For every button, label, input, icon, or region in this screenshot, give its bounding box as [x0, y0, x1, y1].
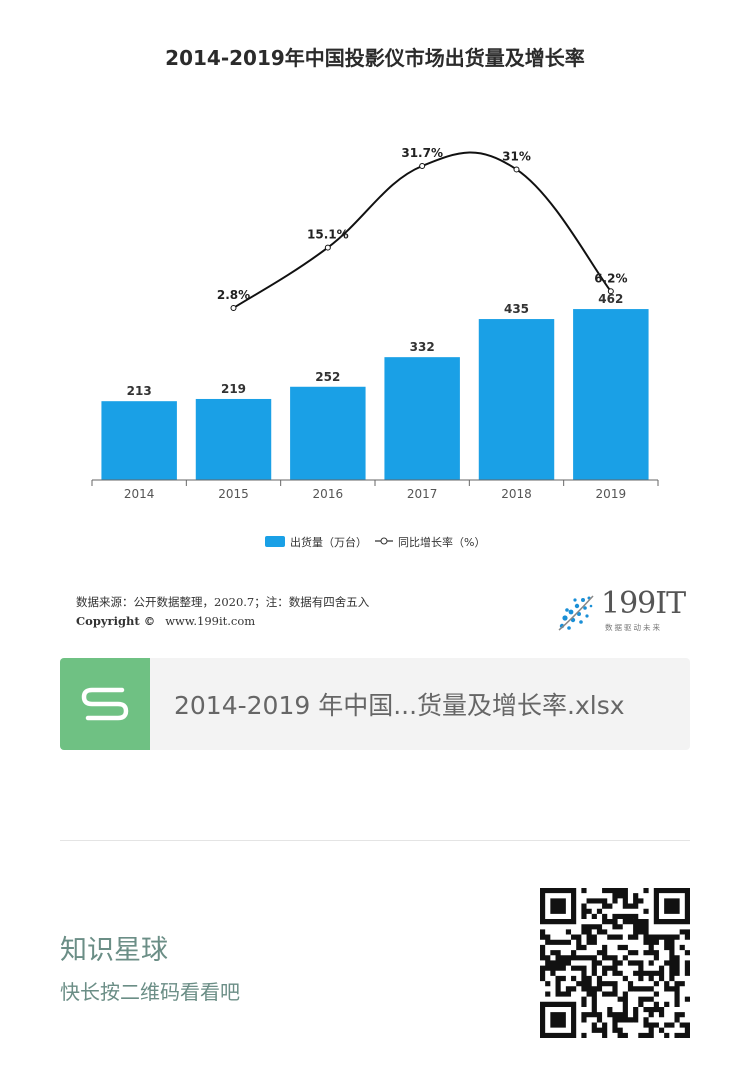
- legend-bar-swatch: [265, 536, 285, 547]
- legend-bar-label: 出货量（万台）: [290, 535, 367, 549]
- divider: [60, 840, 690, 841]
- planet-subtitle: 快长按二维码看看吧: [60, 980, 240, 1004]
- x-tick-label: 2019: [596, 487, 627, 501]
- x-tick-label: 2014: [124, 487, 155, 501]
- growth-point: [513, 166, 520, 173]
- bar: [384, 357, 460, 480]
- bar-series: [101, 309, 649, 480]
- bar: [195, 398, 272, 480]
- growth-line-series: 2.8% 15.1% 31.7% 31% 6.2%: [217, 146, 627, 311]
- x-tick-label: 2018: [501, 487, 532, 501]
- legend-line-marker: [380, 537, 388, 545]
- qr-modules: [540, 888, 690, 1038]
- legend: 出货量（万台） 同比增长率（%）: [265, 535, 485, 549]
- bar-value-label: 435: [504, 302, 529, 316]
- bar-value-label: 219: [221, 382, 246, 396]
- data-source: 数据来源：公开数据整理，2020.7；注：数据有四舍五入: [76, 595, 370, 609]
- bar-value-label: 462: [598, 292, 623, 306]
- bar-value-labels: 213 219 252 332 435 462: [127, 292, 624, 398]
- bar-value-label: 252: [315, 370, 340, 384]
- growth-label: 15.1%: [307, 228, 349, 242]
- dots-logo-icon: [558, 595, 594, 631]
- growth-line: [232, 151, 612, 309]
- growth-point: [230, 305, 237, 311]
- logo-subtitle: 数据驱动未来: [605, 623, 662, 632]
- growth-label: 31.7%: [401, 146, 443, 160]
- growth-label: 6.2%: [594, 271, 627, 285]
- growth-point: [419, 163, 426, 169]
- planet-title: 知识星球: [60, 935, 168, 966]
- spreadsheet-s-icon: [60, 658, 150, 750]
- qr-code-icon[interactable]: [540, 888, 690, 1038]
- growth-point: [324, 244, 331, 251]
- x-axis: 2014 2015 2016 2017 2018 2019: [91, 479, 659, 501]
- file-attachment-card[interactable]: 2014-2019 年中国...货量及增长率.xlsx: [60, 658, 690, 750]
- 199it-logo: 199IT 数据驱动未来: [553, 586, 693, 636]
- growth-label: 31%: [502, 149, 531, 163]
- logo-text: 199IT: [601, 586, 686, 621]
- bar: [290, 386, 366, 480]
- site-url: www.199it.com: [165, 614, 256, 628]
- copyright: Copyright © www.199it.com: [76, 614, 255, 628]
- growth-label: 2.8%: [217, 288, 250, 302]
- growth-point: [607, 288, 614, 295]
- copyright-label: Copyright ©: [76, 614, 156, 628]
- bar: [478, 319, 555, 480]
- x-tick-label: 2015: [218, 487, 249, 501]
- bar-value-label: 332: [410, 340, 435, 354]
- legend-line-label: 同比增长率（%）: [398, 535, 485, 549]
- bar-value-label: 213: [127, 384, 152, 398]
- bar: [101, 401, 177, 480]
- file-name: 2014-2019 年中国...货量及增长率.xlsx: [174, 691, 625, 720]
- x-tick-label: 2016: [313, 487, 344, 501]
- x-tick-label: 2017: [407, 487, 438, 501]
- chart-title: 2014-2019年中国投影仪市场出货量及增长率: [165, 46, 585, 70]
- bar: [573, 309, 649, 480]
